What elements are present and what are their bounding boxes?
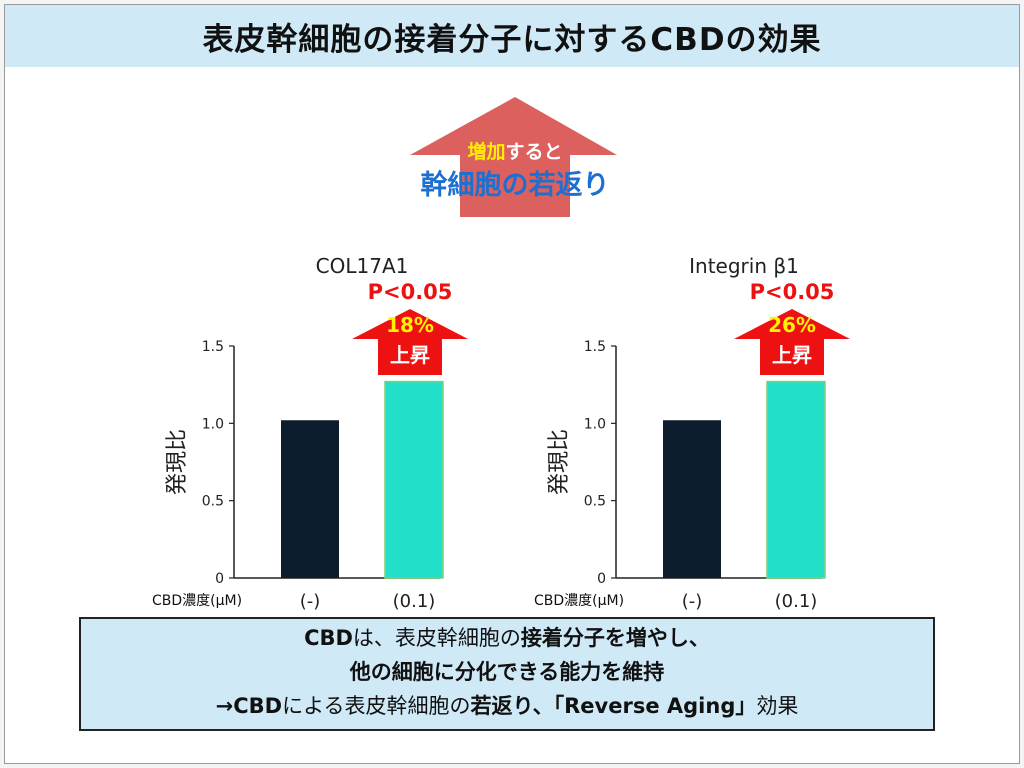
p-value-label: P<0.05	[749, 280, 835, 304]
banner-highlight: 増加	[467, 141, 506, 163]
x-tick-label: (0.1)	[393, 591, 436, 612]
increase-percent: 18%	[386, 313, 434, 337]
summary-bold: 若返り、「Reverse Aging」	[470, 694, 757, 718]
increase-arrow-integrin-beta1: 26% 上昇	[734, 309, 850, 375]
bar-cbd	[766, 380, 826, 579]
summary-text: は、表皮幹細胞の	[352, 626, 521, 650]
banner-line1: 増加すると	[395, 137, 635, 164]
increase-label: 上昇	[390, 343, 430, 367]
bar-chart-integrin-beta1: 0 0.5 1.0 1.5 発現比 (-) (0.1)	[547, 339, 826, 612]
y-tick-label: 0	[215, 571, 224, 587]
y-tick-label: 1.5	[202, 339, 224, 355]
increase-arrow-col17a1: 18% 上昇	[352, 309, 468, 375]
y-axis-title: 発現比	[547, 429, 572, 495]
slide-title: 表皮幹細胞の接着分子に対するCBDの効果	[202, 21, 822, 58]
rejuvenation-banner: 増加すると 幹細胞の若返り	[395, 95, 635, 220]
big-up-arrow-icon	[410, 97, 617, 217]
summary-text: による表皮幹細胞の	[282, 694, 471, 718]
x-axis-label: CBD濃度(μM)	[534, 593, 625, 609]
increase-percent: 26%	[768, 313, 816, 337]
summary-cbd: CBD	[304, 626, 353, 650]
chart-title-integrin-beta1: Integrin β1	[689, 254, 799, 278]
title-bar: 表皮幹細胞の接着分子に対するCBDの効果	[5, 5, 1019, 67]
y-tick-label: 1.0	[202, 416, 224, 432]
summary-box: CBDは、表皮幹細胞の接着分子を増やし、 他の細胞に分化できる能力を維持 →CB…	[79, 617, 935, 731]
summary-line1: CBDは、表皮幹細胞の接着分子を増やし、	[81, 623, 933, 653]
bar-control	[663, 420, 721, 578]
y-axis-title: 発現比	[165, 429, 190, 495]
increase-label: 上昇	[772, 343, 812, 367]
x-tick-label: (-)	[682, 591, 703, 612]
x-tick-label: (-)	[300, 591, 321, 612]
summary-line2: 他の細胞に分化できる能力を維持	[81, 657, 933, 687]
bar-chart-col17a1: 0 0.5 1.0 1.5 発現比 (-) (0.1)	[165, 339, 444, 612]
y-tick-label: 1.5	[584, 339, 606, 355]
summary-line3: →CBDによる表皮幹細胞の若返り、「Reverse Aging」効果	[81, 691, 933, 721]
red-up-arrow-icon	[734, 309, 850, 375]
p-value-label: P<0.05	[367, 280, 453, 304]
y-tick-label: 0.5	[202, 494, 224, 510]
summary-cbd: →CBD	[215, 694, 283, 718]
x-tick-label: (0.1)	[775, 591, 818, 612]
bar-cbd	[384, 380, 444, 579]
y-tick-label: 0.5	[584, 494, 606, 510]
bar-control	[281, 420, 339, 578]
banner-line1-rest: すると	[505, 141, 563, 163]
summary-bold: 接着分子を増やし、	[520, 626, 710, 650]
summary-text: 効果	[756, 694, 799, 718]
x-axis-label: CBD濃度(μM)	[152, 593, 243, 609]
chart-title-col17a1: COL17A1	[315, 254, 409, 278]
summary-bold: 他の細胞に分化できる能力を維持	[349, 660, 665, 684]
y-tick-label: 1.0	[584, 416, 606, 432]
red-up-arrow-icon	[352, 309, 468, 375]
banner-line2: 幹細胞の若返り	[420, 170, 610, 201]
y-tick-label: 0	[597, 571, 606, 587]
